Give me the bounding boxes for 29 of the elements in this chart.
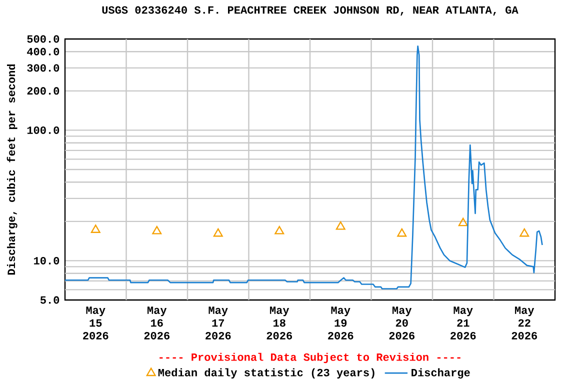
point xyxy=(336,221,346,230)
line-series xyxy=(65,45,543,290)
point xyxy=(213,228,223,237)
text: ---- Provisional Data Subject to Revision ---- xyxy=(160,352,460,364)
point xyxy=(274,226,284,234)
legend-label: Median daily statistic (23 years) xyxy=(158,368,374,379)
y-tick-label: 100.0 xyxy=(27,126,60,134)
point xyxy=(397,228,407,237)
y-tick-label: 300.0 xyxy=(27,64,60,72)
point xyxy=(90,224,100,233)
y-axis-title: Discharge, cubic feet per second xyxy=(6,64,18,275)
y-tick-label: 10.0 xyxy=(34,256,60,264)
legend-label: Discharge xyxy=(412,368,470,379)
y-tick-label: 200.0 xyxy=(27,87,60,95)
y-tick-label: 5.0 xyxy=(40,296,60,304)
y-tick-label: 400.0 xyxy=(27,48,60,56)
chart-title: USGS 02336240 S.F. PEACHTREE CREEK JOHNSON RD, NEAR ATLANTA, GA xyxy=(102,6,518,16)
point xyxy=(520,228,530,237)
x-tick-label: May 15 2026 xyxy=(83,306,108,340)
x-tick-label: May 17 2026 xyxy=(206,306,231,340)
point xyxy=(458,218,468,226)
point xyxy=(152,226,162,234)
x-tick-label: May 16 2026 xyxy=(144,306,170,340)
x-tick-label: May 20 2026 xyxy=(389,306,414,340)
x-tick-label: May 22 2026 xyxy=(512,306,537,340)
x-tick-label: May 21 2026 xyxy=(450,306,476,340)
x-tick-label: May 19 2026 xyxy=(328,306,354,340)
x-tick-label: May 18 2026 xyxy=(266,306,292,340)
y-tick-label: 500.0 xyxy=(27,35,60,43)
